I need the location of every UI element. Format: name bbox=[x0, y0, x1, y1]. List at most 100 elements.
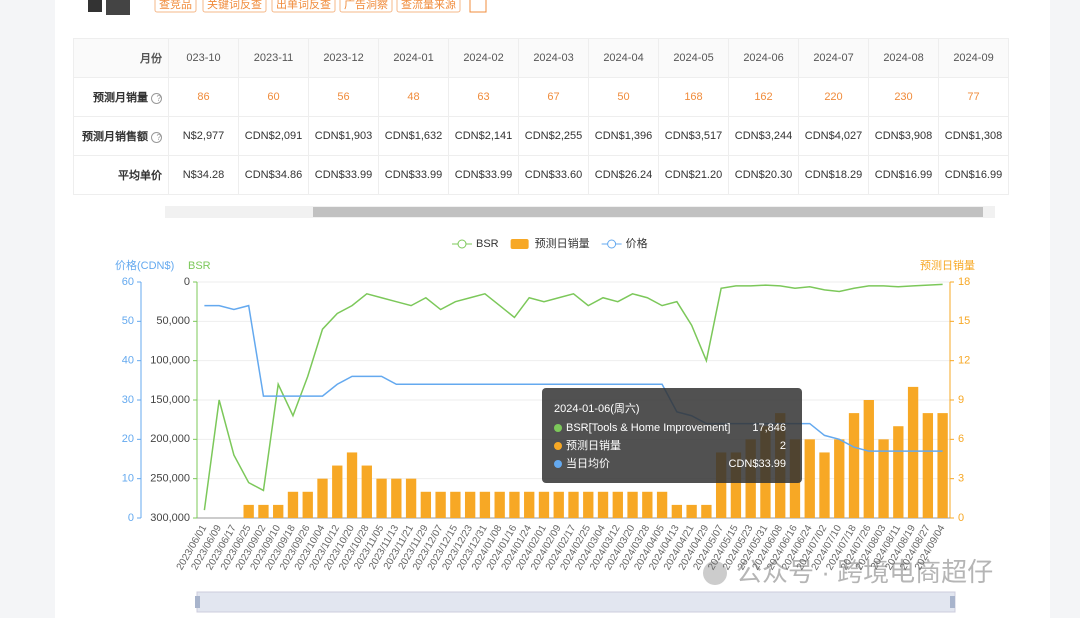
cell-text: 86 bbox=[197, 91, 210, 103]
cell-text: CDN$33.99 bbox=[454, 169, 513, 181]
y3-tick-label: 0 bbox=[958, 512, 964, 524]
bar bbox=[937, 413, 948, 518]
cell-text: 48 bbox=[407, 91, 420, 103]
bar bbox=[243, 504, 254, 518]
cell-text: 平均单价 bbox=[118, 170, 162, 182]
scroll-thumb[interactable] bbox=[313, 207, 983, 217]
cell: 2024-04 bbox=[588, 38, 659, 78]
y2-tick-label: 300,000 bbox=[150, 512, 190, 524]
cell-text: 2024-09 bbox=[953, 52, 994, 64]
cell: 2024-08 bbox=[868, 38, 939, 78]
bar bbox=[538, 491, 550, 518]
zoom-handle[interactable] bbox=[950, 596, 955, 608]
cell: CDN$1,632 bbox=[378, 116, 449, 156]
data-zoom[interactable] bbox=[196, 591, 956, 613]
legend-label[interactable]: BSR bbox=[476, 238, 499, 250]
cell: 63 bbox=[448, 77, 519, 117]
bar bbox=[420, 491, 432, 518]
toolbar-button[interactable]: 查竞品 bbox=[159, 0, 192, 11]
bar bbox=[287, 491, 299, 518]
cell: CDN$3,908 bbox=[868, 116, 939, 156]
cell-text: CDN$33.99 bbox=[314, 169, 373, 181]
cell-text: 56 bbox=[337, 91, 350, 103]
bar bbox=[464, 491, 476, 518]
cell-text: 2024-04 bbox=[603, 52, 644, 64]
bar bbox=[656, 491, 668, 518]
cell-text: 2023-11 bbox=[253, 52, 294, 64]
cell-text: 预测月销售额 bbox=[82, 131, 148, 143]
cell-text: CDN$1,903 bbox=[314, 130, 373, 142]
cell: 60 bbox=[238, 77, 309, 117]
cell-text: 2024-08 bbox=[883, 52, 924, 64]
line bbox=[204, 304, 943, 452]
cell-text: CDN$21.20 bbox=[664, 169, 723, 181]
cell-text: CDN$3,908 bbox=[874, 130, 933, 142]
cell: 162 bbox=[728, 77, 799, 117]
data-row: 预测月销售额? N$2,977 CDN$2,091 CDN$1,903 CDN$1,63… bbox=[73, 116, 1009, 156]
cell-text: 2024-07 bbox=[813, 52, 854, 64]
header-row: 月份 023-10 2023-11 2023-12 2024-01 2024-02 2024… bbox=[73, 38, 1009, 78]
cell-text: 60 bbox=[267, 91, 280, 103]
y-tick-label: 50 bbox=[122, 315, 134, 327]
bar bbox=[376, 478, 387, 518]
product-image bbox=[106, 0, 130, 15]
y-tick-label: 30 bbox=[122, 394, 134, 406]
tooltip bbox=[542, 388, 802, 483]
y-tick-label: 20 bbox=[122, 433, 134, 445]
y-tick-label: 40 bbox=[122, 355, 134, 367]
cell: CDN$2,091 bbox=[238, 116, 309, 156]
cell: 023-10 bbox=[168, 38, 239, 78]
cell: 50 bbox=[588, 77, 659, 117]
bar bbox=[863, 400, 874, 518]
button-border bbox=[154, 0, 197, 13]
toolbar-button[interactable]: 出单词反查 bbox=[276, 0, 331, 11]
tooltip-dot bbox=[554, 442, 562, 450]
cell-text: CDN$4,027 bbox=[804, 130, 863, 142]
cell-text: CDN$3,517 bbox=[664, 130, 723, 142]
cell-text: 230 bbox=[894, 91, 913, 103]
bar bbox=[848, 413, 860, 518]
help-icon[interactable]: ? bbox=[151, 93, 162, 104]
toolbar-button[interactable]: 查流量来源 bbox=[401, 0, 456, 11]
cell: CDN$4,027 bbox=[798, 116, 869, 156]
legend-swatch bbox=[457, 239, 467, 249]
tooltip-name: BSR[Tools & Home Improvement] bbox=[566, 422, 730, 434]
cell-text: CDN$34.86 bbox=[244, 169, 303, 181]
tooltip-value: 2 bbox=[780, 440, 786, 452]
tooltip-name: 当日均价 bbox=[566, 456, 610, 470]
bar bbox=[479, 491, 491, 518]
cell-text: 168 bbox=[684, 91, 703, 103]
y3-tick-label: 12 bbox=[958, 355, 970, 367]
cell-text: CDN$1,308 bbox=[944, 130, 1003, 142]
cell-text: 2024-05 bbox=[673, 52, 714, 64]
cell-text: CDN$2,255 bbox=[524, 130, 583, 142]
legend-swatch bbox=[607, 239, 617, 249]
legend-label[interactable]: 预测日销量 bbox=[535, 236, 590, 250]
row-label: 预测月销售额? bbox=[73, 116, 169, 156]
y3-tick-label: 18 bbox=[958, 276, 970, 288]
cell-text: 67 bbox=[547, 91, 560, 103]
cell: 168 bbox=[658, 77, 729, 117]
cell: CDN$16.99 bbox=[938, 155, 1009, 195]
row-label: 月份 bbox=[73, 38, 169, 78]
button-border bbox=[396, 0, 461, 13]
cell-text: 50 bbox=[617, 91, 630, 103]
legend-label[interactable]: 价格 bbox=[626, 236, 648, 250]
toolbar-button[interactable]: 关键词反查 bbox=[207, 0, 262, 11]
bar bbox=[391, 478, 402, 518]
line bbox=[203, 283, 943, 511]
help-icon[interactable]: ? bbox=[151, 132, 162, 143]
button-border bbox=[271, 0, 336, 13]
cell: CDN$2,255 bbox=[518, 116, 589, 156]
bar bbox=[730, 452, 742, 518]
y2-tick-label: 0 bbox=[184, 276, 190, 288]
toolbar-button[interactable]: 广告洞察 bbox=[344, 0, 388, 11]
zoom-handle[interactable] bbox=[195, 596, 200, 608]
cell: CDN$33.60 bbox=[518, 155, 589, 195]
cell-text: N$34.28 bbox=[182, 169, 225, 181]
chart-icon-button[interactable] bbox=[469, 0, 487, 13]
cell-text: N$2,977 bbox=[182, 130, 225, 142]
bar bbox=[612, 491, 623, 518]
